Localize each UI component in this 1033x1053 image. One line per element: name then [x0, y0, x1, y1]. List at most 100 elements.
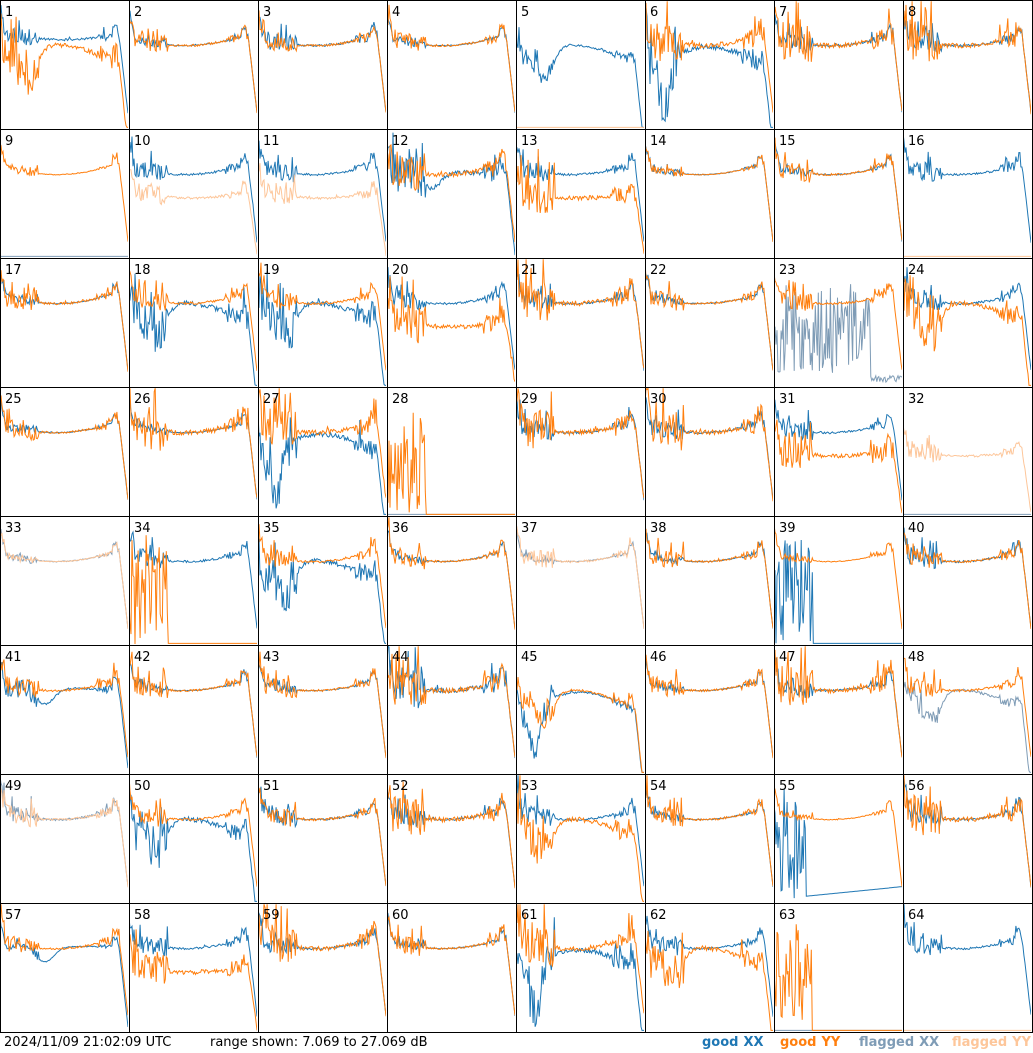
panel-62-yy-series — [645, 930, 773, 1031]
panel-40-xx-series — [903, 527, 1031, 629]
panel-3-xx-series — [258, 16, 386, 113]
panel-10-xx-series — [129, 136, 257, 243]
legend-good-yy: good YY — [780, 1034, 840, 1052]
panel-32-label: 32 — [908, 392, 925, 407]
panel-52: 52 — [387, 774, 517, 904]
panel-10-yy-series — [129, 168, 257, 255]
panel-31-label: 31 — [779, 392, 796, 407]
panel-63-yy-series — [774, 924, 902, 1031]
panel-40: 40 — [903, 516, 1033, 646]
panel-54: 54 — [645, 774, 775, 904]
panel-56-xx-series — [903, 778, 1031, 888]
panel-3: 3 — [258, 0, 388, 130]
panel-36-label: 36 — [392, 521, 409, 536]
panel-42: 42 — [129, 645, 259, 775]
panel-59-label: 59 — [263, 908, 280, 923]
panel-60-yy-series — [387, 914, 515, 1016]
panel-45-label: 45 — [521, 650, 538, 665]
panel-10-label: 10 — [134, 134, 151, 149]
panel-20-xx-series — [387, 267, 515, 370]
panel-48-xx-series — [903, 679, 1031, 773]
panel-34-label: 34 — [134, 521, 151, 536]
panel-57-label: 57 — [5, 908, 22, 923]
panel-17-yy-series — [0, 270, 128, 372]
panel-7-yy-series — [774, 1, 902, 112]
panel-4: 4 — [387, 0, 517, 130]
panel-12: 12 — [387, 129, 517, 259]
panel-41: 41 — [0, 645, 130, 775]
panel-58: 58 — [129, 903, 259, 1033]
panel-45-xx-series — [516, 684, 644, 773]
panel-58-xx-series — [129, 917, 257, 1017]
panel-19: 19 — [258, 258, 388, 388]
panel-54-label: 54 — [650, 779, 667, 794]
panel-8-frame — [903, 0, 1033, 130]
panel-60-label: 60 — [392, 908, 409, 923]
panel-51-yy-series — [258, 786, 386, 886]
panel-16-xx-series — [903, 132, 1031, 243]
panel-30-label: 30 — [650, 392, 667, 407]
legend-pol: XX — [919, 1035, 940, 1050]
panel-40-yy-series — [903, 529, 1031, 630]
panel-61: 61 — [516, 903, 646, 1033]
panel-55-xx-series — [774, 789, 902, 899]
panel-43-yy-series — [258, 651, 386, 759]
panel-24: 24 — [903, 258, 1033, 388]
panel-51-label: 51 — [263, 779, 280, 794]
panel-37-label: 37 — [521, 521, 538, 536]
panel-64-xx-series — [903, 904, 1031, 1015]
panel-31-yy-series — [774, 419, 902, 514]
panel-27-yy-series — [258, 388, 386, 498]
panel-56-yy-series — [903, 775, 1031, 888]
panel-39-label: 39 — [779, 521, 796, 536]
panel-43-xx-series — [258, 658, 386, 758]
panel-13-label: 13 — [521, 134, 538, 149]
panel-38-yy-series — [645, 528, 773, 629]
panel-58-yy-series — [129, 929, 257, 1031]
panel-6-yy-series — [645, 1, 773, 113]
panel-41-yy-series — [0, 658, 128, 758]
panel-42-label: 42 — [134, 650, 151, 665]
panel-41-xx-series — [0, 661, 128, 769]
panel-1-xx-series — [0, 5, 128, 114]
panel-29: 29 — [516, 387, 646, 517]
panel-52-xx-series — [387, 788, 515, 888]
panel-24-yy-series — [903, 275, 1031, 386]
panel-9-label: 9 — [5, 134, 13, 149]
panel-25: 25 — [0, 387, 130, 517]
panel-23: 23 — [774, 258, 904, 388]
panel-2-frame — [129, 0, 259, 130]
panel-36: 36 — [387, 516, 517, 646]
legend-word: good — [780, 1035, 817, 1050]
panel-59-yy-series — [258, 904, 386, 1017]
panel-39-yy-series — [774, 524, 902, 630]
panel-28-yy-series — [387, 412, 515, 515]
panel-8-label: 8 — [908, 5, 916, 20]
panel-14-yy-series — [645, 143, 773, 243]
panel-12-label: 12 — [392, 134, 409, 149]
panel-52-label: 52 — [392, 779, 409, 794]
panel-2-label: 2 — [134, 5, 142, 20]
panel-2-yy-series — [129, 17, 257, 114]
panel-57: 57 — [0, 903, 130, 1033]
panel-21-label: 21 — [521, 263, 538, 278]
panel-35: 35 — [258, 516, 388, 646]
panel-6: 6 — [645, 0, 775, 130]
panel-13: 13 — [516, 129, 646, 259]
panel-19-yy-series — [258, 262, 386, 371]
panel-8-yy-series — [903, 1, 1031, 115]
panel-31: 31 — [774, 387, 904, 517]
panel-7-frame — [774, 0, 904, 130]
panel-47-yy-series — [774, 646, 902, 758]
panel-23-xx-series — [774, 284, 902, 384]
panel-37-xx-series — [516, 527, 644, 630]
panel-42-yy-series — [129, 651, 257, 757]
panel-18: 18 — [129, 258, 259, 388]
panel-5-label: 5 — [521, 5, 529, 20]
panel-26: 26 — [129, 387, 259, 517]
legend-flagged-yy: flagged YY — [952, 1034, 1031, 1052]
panel-48-label: 48 — [908, 650, 925, 665]
panel-53-xx-series — [516, 775, 644, 887]
panel-4-frame — [387, 0, 517, 130]
